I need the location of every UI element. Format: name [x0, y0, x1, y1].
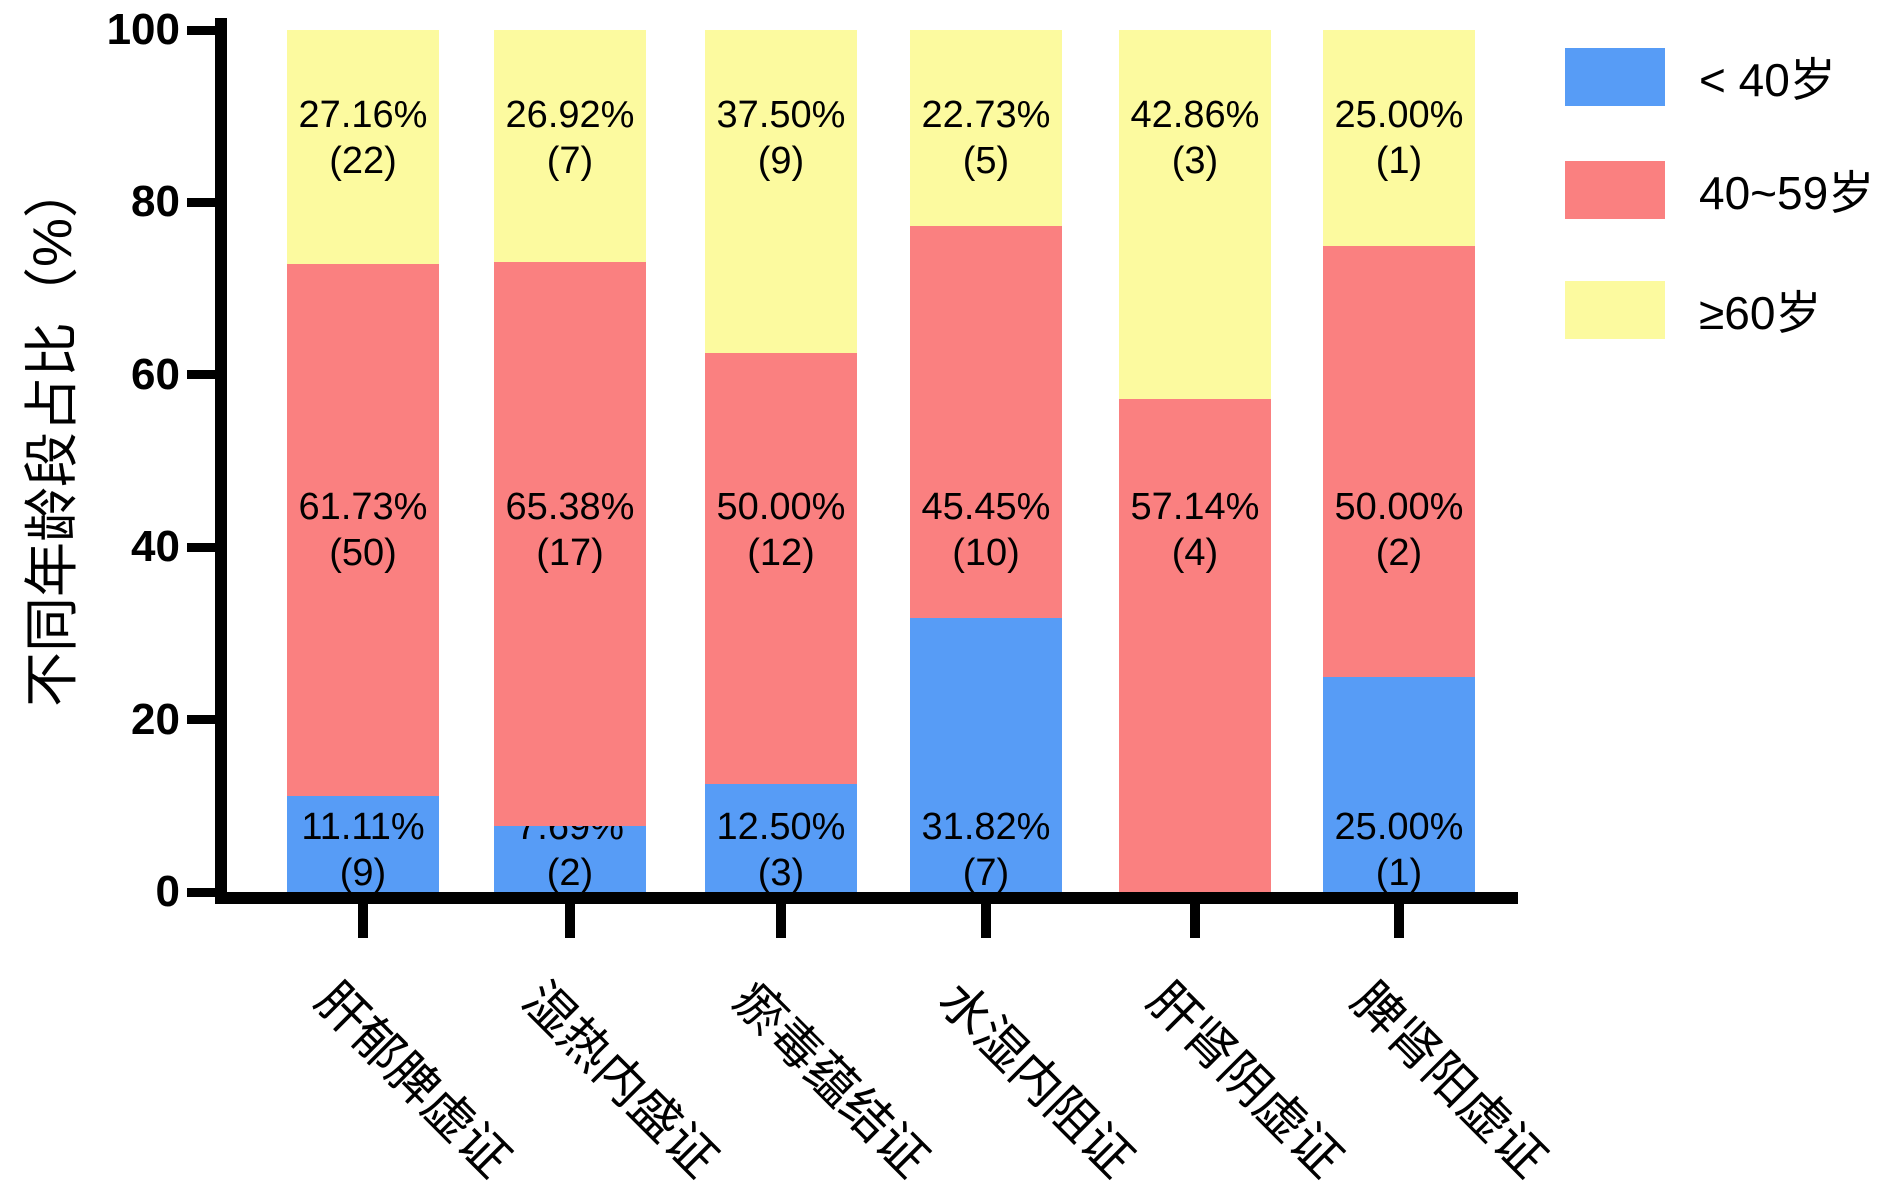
x-tick-mark [776, 904, 786, 938]
bar-segment [287, 30, 439, 265]
y-tick-label: 40 [131, 522, 180, 572]
bar-segment [705, 30, 857, 354]
bar-segment [494, 825, 646, 892]
segment-count: (9) [339, 852, 387, 894]
segment-count: (50) [329, 532, 397, 574]
bar-segment-label: 26.92% (7) [494, 92, 646, 184]
segment-count: (2) [546, 852, 594, 894]
bar-segment-label: 11.11% (9) [287, 804, 439, 896]
x-category-label: 脾肾阳虚证 [1340, 971, 1558, 1186]
y-axis-line [215, 18, 227, 904]
segment-count: (10) [952, 532, 1020, 574]
segment-count: (3) [757, 852, 805, 894]
bar-segment-label: 31.82% (7) [910, 804, 1062, 896]
segment-count: (7) [962, 852, 1010, 894]
y-tick-label: 100 [106, 5, 180, 54]
segment-percent: 42.86% [1130, 94, 1260, 136]
x-category-label: 瘀毒蕴结证 [722, 971, 940, 1186]
segment-percent: 65.38% [505, 486, 635, 528]
segment-count: (12) [747, 532, 815, 574]
bar-segment [1119, 30, 1271, 400]
bar-segment [287, 796, 439, 892]
segment-count: (2) [1375, 532, 1423, 574]
segment-percent: 61.73% [298, 486, 428, 528]
x-category-label: 肝肾阴虚证 [1136, 971, 1354, 1186]
x-tick-mark [1190, 904, 1200, 938]
bar-segment [705, 784, 857, 892]
bar-segment-label: 37.50% (9) [705, 92, 857, 184]
y-tick-label: 60 [131, 349, 180, 399]
x-tick-mark [358, 904, 368, 938]
segment-percent: 26.92% [505, 94, 635, 136]
y-tick-label: 80 [131, 177, 180, 227]
segment-percent: 12.50% [716, 806, 846, 848]
bar-segment-label: 27.16% (22) [287, 92, 439, 184]
y-tick-mark [187, 887, 216, 897]
x-tick-mark [1394, 904, 1404, 938]
bar-segment-label: 57.14% (4) [1119, 484, 1271, 576]
segment-percent: 11.11% [301, 806, 425, 848]
bar-segment-label: 50.00% (12) [705, 484, 857, 576]
y-tick-label: 20 [131, 694, 180, 744]
bar-segment [494, 262, 646, 826]
bar-segment [705, 353, 857, 785]
segment-count: (9) [757, 140, 805, 182]
bar-segment-label: 42.86% (3) [1119, 92, 1271, 184]
x-axis-line [215, 892, 1518, 904]
segment-percent: 25.00% [1334, 94, 1464, 136]
segment-percent: 25.00% [1334, 806, 1464, 848]
y-tick-mark [187, 25, 216, 35]
segment-percent: 50.00% [1334, 486, 1464, 528]
y-tick-mark [187, 542, 216, 552]
segment-percent: 57.14% [1130, 486, 1260, 528]
bar-segment [1323, 30, 1475, 246]
y-tick-mark [187, 715, 216, 725]
segment-count: (22) [329, 140, 397, 182]
segment-percent: 27.16% [298, 94, 428, 136]
bar-segment [910, 617, 1062, 892]
bar-segment-label: 50.00% (2) [1323, 484, 1475, 576]
segment-percent: 50.00% [716, 486, 846, 528]
x-category-label: 肝郁脾虚证 [304, 971, 522, 1186]
segment-count: (17) [536, 532, 604, 574]
segment-count: (3) [1171, 140, 1219, 182]
bar-segment-label: 61.73% (50) [287, 484, 439, 576]
bar-segment [1323, 676, 1475, 892]
bar-segment [1323, 245, 1475, 677]
x-category-label: 湿热内盛证 [511, 971, 729, 1186]
x-category-label: 水湿内阻证 [927, 971, 1145, 1186]
bar-segment [1119, 399, 1271, 892]
bar-segment [910, 30, 1062, 226]
segment-percent: 37.50% [716, 94, 846, 136]
segment-percent: 31.82% [921, 806, 1051, 848]
bar-segment-label: 12.50% (3) [705, 804, 857, 896]
bar-segment [910, 225, 1062, 618]
bar-segment-label: 45.45% (10) [910, 484, 1062, 576]
bar-segment-label: 25.00% (1) [1323, 92, 1475, 184]
y-tick-label: 0 [155, 867, 180, 916]
bar-segment [287, 264, 439, 797]
bar-segment [494, 30, 646, 263]
y-tick-mark [187, 197, 216, 207]
segment-count: (1) [1375, 852, 1423, 894]
bar-segment-label: 22.73% (5) [910, 92, 1062, 184]
x-tick-mark [565, 904, 575, 938]
y-tick-mark [187, 370, 216, 380]
x-tick-mark [981, 904, 991, 938]
segment-count: (5) [962, 140, 1010, 182]
segment-count: (4) [1171, 532, 1219, 574]
segment-percent: 22.73% [921, 94, 1051, 136]
segment-percent: 45.45% [921, 486, 1051, 528]
bar-segment-label: 25.00% (1) [1323, 804, 1475, 896]
segment-count: (7) [546, 140, 594, 182]
segment-count: (1) [1375, 140, 1423, 182]
bar-segment-label: 65.38% (17) [494, 484, 646, 576]
